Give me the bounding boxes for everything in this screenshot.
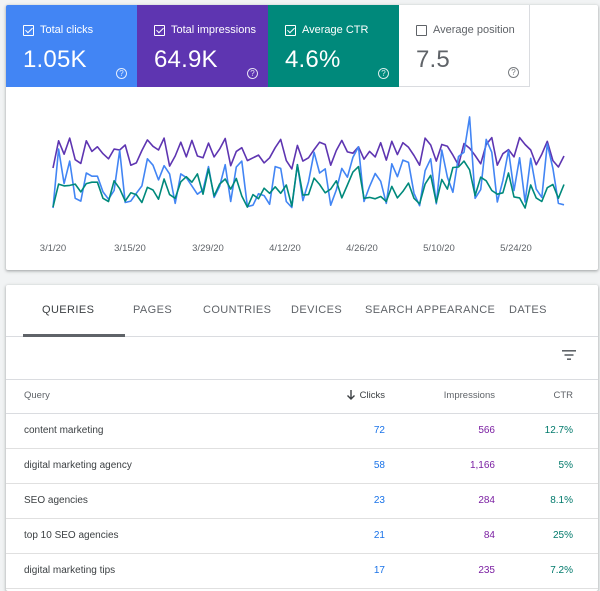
metric-label: Average position [433,24,515,36]
x-tick-label: 3/15/20 [114,243,146,254]
queries-table-card: QUERIES PAGES COUNTRIES DEVICES SEARCH A… [6,285,598,591]
impressions-cell: 566 [478,425,495,436]
table-row[interactable]: top 10 SEO agencies 21 84 25% [6,519,598,554]
dimension-tabs: QUERIES PAGES COUNTRIES DEVICES SEARCH A… [6,285,598,337]
clicks-cell: 58 [373,460,385,471]
clicks-cell: 21 [373,530,385,541]
metric-value: 4.6% [285,46,341,73]
checkbox-checked-icon[interactable] [285,24,296,36]
metric-header: Total impressions [154,23,268,37]
ctr-cell: 12.7% [544,425,573,436]
help-icon[interactable]: ? [116,68,127,79]
clicks-cell: 17 [373,565,385,576]
performance-card: Total clicks 1.05K ? Total impressions 6… [6,5,598,270]
x-tick-label: 3/1/20 [40,243,66,254]
table-row[interactable]: digital marketing tips 17 235 7.2% [6,554,598,589]
query-cell: digital marketing tips [24,565,116,576]
series-line-0 [52,136,565,170]
impressions-cell: 1,166 [469,460,495,471]
metric-header: Average position [416,23,529,37]
table-row[interactable]: digital marketing agency 58 1,166 5% [6,449,598,484]
metric-header: Total clicks [23,23,137,37]
column-header-impressions[interactable]: Impressions [443,390,495,401]
metric-label: Total impressions [171,24,256,36]
filter-icon[interactable] [557,343,581,367]
tab-dates[interactable]: DATES [509,304,547,316]
table-row[interactable]: SEO agencies 23 284 8.1% [6,484,598,519]
checkbox-checked-icon[interactable] [154,24,165,36]
metric-value: 1.05K [23,46,87,73]
ctr-cell: 8.1% [550,495,573,506]
metric-average-position[interactable]: Average position 7.5 ? [399,5,530,87]
active-tab-indicator [23,334,125,337]
impressions-cell: 84 [483,530,495,541]
x-tick-label: 5/24/20 [500,243,532,254]
help-icon[interactable]: ? [508,67,519,78]
clicks-cell: 23 [373,495,385,506]
tab-countries[interactable]: COUNTRIES [203,304,272,316]
ctr-cell: 5% [558,460,573,471]
metric-label: Total clicks [40,24,94,36]
chart-x-ticks: 3/1/20 3/15/20 3/29/20 4/12/20 4/26/20 5/10/2… [40,243,532,254]
metric-cards: Total clicks 1.05K ? Total impressions 6… [6,5,530,87]
impressions-cell: 284 [478,495,495,506]
metric-value: 64.9K [154,46,218,73]
x-tick-label: 5/10/20 [423,243,455,254]
query-cell: SEO agencies [24,495,88,506]
column-header-query[interactable]: Query [24,390,50,401]
metric-label: Average CTR [302,24,369,36]
query-cell: digital marketing agency [24,460,132,471]
query-cell: content marketing [24,425,104,436]
clicks-cell: 72 [373,425,385,436]
table-row[interactable]: content marketing 72 566 12.7% [6,414,598,449]
help-icon[interactable]: ? [378,68,389,79]
tab-pages[interactable]: PAGES [133,304,173,316]
column-header-clicks[interactable]: Clicks [359,390,385,401]
chart-lines [52,116,565,209]
arrow-down-icon[interactable] [346,389,356,401]
metric-total-clicks[interactable]: Total clicks 1.05K ? [6,5,137,87]
performance-chart: 3/1/20 3/15/20 3/29/20 4/12/20 4/26/20 5/10/2… [6,87,598,270]
table-header: Query Clicks Impressions CTR [6,379,598,414]
chart-svg: 3/1/20 3/15/20 3/29/20 4/12/20 4/26/20 5/10/2… [40,116,565,254]
series-line-2 [52,160,565,209]
help-icon[interactable]: ? [247,68,258,79]
series-line-1 [52,116,565,209]
tab-search-appearance[interactable]: SEARCH APPEARANCE [365,304,496,316]
column-header-ctr[interactable]: CTR [553,390,573,401]
checkbox-unchecked-icon[interactable] [416,24,427,36]
metric-value: 7.5 [416,46,450,73]
metric-header: Average CTR [285,23,399,37]
ctr-cell: 7.2% [550,565,573,576]
impressions-cell: 235 [478,565,495,576]
query-cell: top 10 SEO agencies [24,530,119,541]
x-tick-label: 4/12/20 [269,243,301,254]
x-tick-label: 3/29/20 [192,243,224,254]
metric-average-ctr[interactable]: Average CTR 4.6% ? [268,5,399,87]
tab-devices[interactable]: DEVICES [291,304,343,316]
ctr-cell: 25% [552,530,573,541]
x-tick-label: 4/26/20 [346,243,378,254]
tab-queries[interactable]: QUERIES [42,304,95,316]
checkbox-checked-icon[interactable] [23,24,34,36]
metric-total-impressions[interactable]: Total impressions 64.9K ? [137,5,268,87]
